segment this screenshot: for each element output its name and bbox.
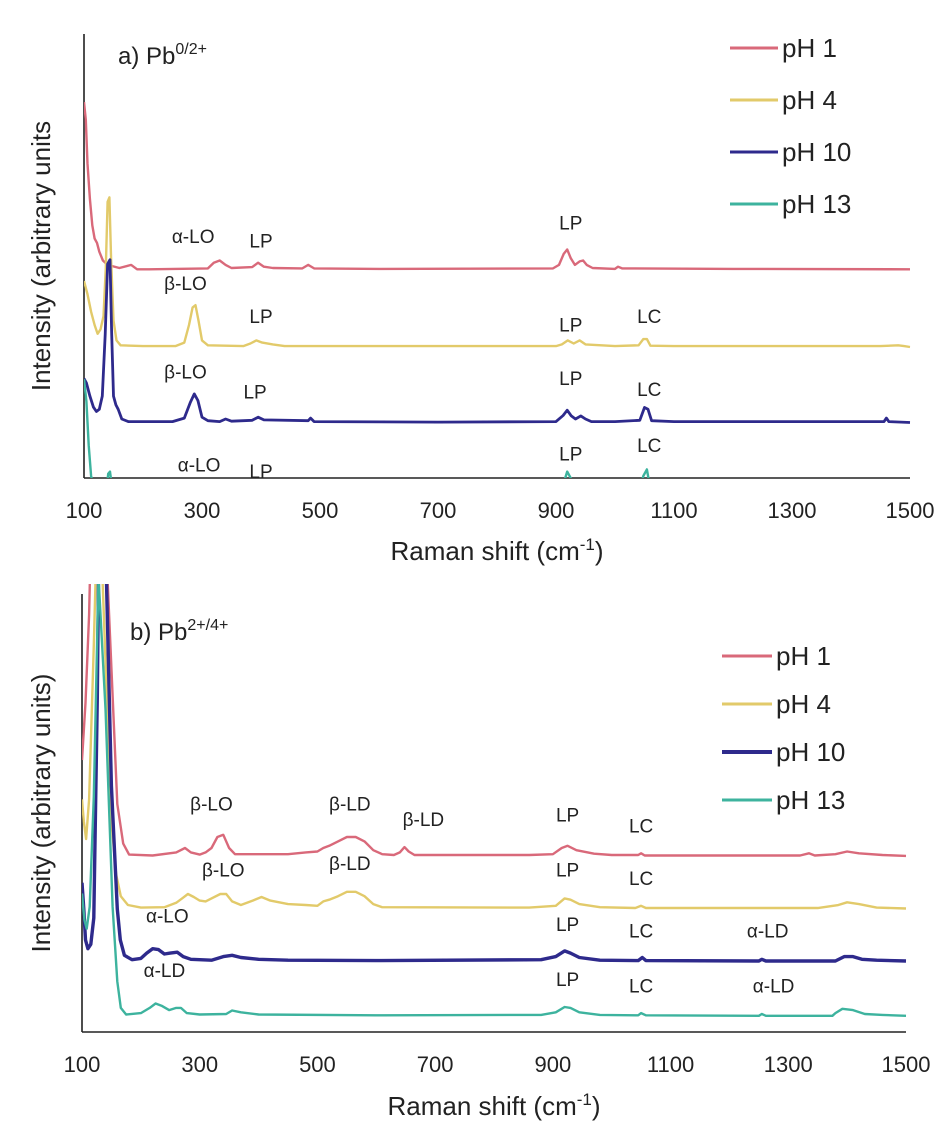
legend-label: pH 1 [782,33,837,63]
x-tick-label: 1300 [764,1052,813,1077]
peak-annotation: LC [637,307,661,328]
y-axis-title: Intensity (arbitrary units) [26,674,56,953]
peak-annotation: LC [629,976,653,997]
peak-annotation: LC [629,869,653,890]
peak-annotation: LC [637,436,661,457]
series-line-ph-10 [84,258,911,424]
x-tick-label: 1100 [647,1052,694,1077]
legend-label: pH 10 [776,737,845,767]
legend-item: pH 4 [730,85,837,115]
panel-title: a) Pb0/2+ [118,41,207,70]
panel-title-sup: 0/2+ [175,41,207,58]
peak-annotation: β-LD [329,854,371,875]
x-tick-label: 1500 [882,1052,931,1077]
series-line-ph-13 [84,379,650,478]
series-lines [82,584,907,1017]
x-axis-title-sup: -1 [580,535,595,554]
x-tick-label: 900 [538,498,575,523]
x-tick-label: 100 [64,1052,101,1077]
legend-item: pH 4 [722,689,831,719]
x-tick-label: 300 [184,498,221,523]
peak-annotation: α-LO [172,227,215,248]
series-line-ph-1 [82,584,907,858]
peak-annotation: LP [249,462,272,483]
legend-label: pH 10 [782,137,851,167]
x-tick-label: 1500 [886,498,935,523]
peak-annotation: LP [556,970,579,991]
peak-annotation: α-LO [178,456,221,477]
peak-annotation: LC [637,380,661,401]
legend-item: pH 13 [730,189,851,219]
peak-annotation: α-LD [144,961,186,982]
legend-label: pH 13 [782,189,851,219]
x-tick-label: 1300 [768,498,817,523]
legend-item: pH 1 [730,33,837,63]
x-tick-label: 300 [181,1052,218,1077]
panel-label: a) [118,43,146,70]
series-line-ph-13 [82,584,907,1017]
x-axis-title: Raman shift (cm-1) [387,1090,600,1121]
x-axis-title-sup: -1 [577,1090,592,1109]
peak-annotation: α-LD [753,976,795,997]
x-tick-label: 700 [420,498,457,523]
peak-annotation: LP [556,860,579,881]
peak-annotation: α-LD [747,922,789,943]
peak-annotation: LP [556,915,579,936]
x-axis-title-end: ) [592,1091,601,1121]
peak-annotation: α-LO [146,906,189,927]
peak-annotation: LP [559,445,582,466]
series-line-ph-1 [84,101,911,271]
peak-annotation: β-LO [190,795,233,816]
peak-annotation: β-LO [202,860,245,881]
legend-label: pH 13 [776,785,845,815]
legend-label: pH 1 [776,641,831,671]
peak-annotation: LP [249,231,272,252]
panel-title: b) Pb2+/4+ [130,617,228,646]
legend-label: pH 4 [782,85,837,115]
panel-b: 100 300 500 700 900 1100 1300 1500 Raman shift (… [26,584,931,1121]
peak-annotation: LP [559,316,582,337]
panel-title-main: Pb [158,619,187,646]
y-axis-title: Intensity (arbitrary units [26,121,56,391]
peak-annotation: LC [629,817,653,838]
series-lines [84,101,911,478]
x-tick-label: 900 [534,1052,571,1077]
peak-annotation: LP [243,382,266,403]
legend-item: pH 1 [722,641,831,671]
series-line-ph-4 [82,584,907,910]
x-tick-label: 500 [299,1052,336,1077]
x-tick-label: 100 [66,498,103,523]
peak-annotation: β-LD [403,810,445,831]
x-axis-title-main: Raman shift (cm [387,1091,576,1121]
x-axis-title-end: ) [595,536,604,566]
series-line-ph-4 [84,196,911,349]
panel-label: b) [130,619,158,646]
panel-a: 100 300 500 700 900 1100 1300 1500 Raman shift (… [26,33,934,566]
legend-item: pH 13 [722,785,845,815]
x-tick-label: 1100 [650,498,697,523]
legend-label: pH 4 [776,689,831,719]
peak-annotation: LP [559,369,582,390]
x-tick-label: 700 [417,1052,454,1077]
peak-annotation: β-LO [164,363,207,384]
panel-title-sup: 2+/4+ [187,617,228,634]
peak-annotation: LP [249,307,272,328]
peak-annotation: β-LD [329,795,371,816]
legend-item: pH 10 [730,137,851,167]
peak-annotation: LC [629,922,653,943]
series-line-ph-10 [82,584,907,963]
x-tick-label: 500 [302,498,339,523]
x-axis-title: Raman shift (cm-1) [390,535,603,566]
peak-annotation: β-LO [164,274,207,295]
panel-title-main: Pb [146,43,175,70]
peak-annotation: LP [559,214,582,235]
x-axis-title-main: Raman shift (cm [390,536,579,566]
legend-item: pH 10 [722,737,845,767]
peak-annotation: LP [556,806,579,827]
